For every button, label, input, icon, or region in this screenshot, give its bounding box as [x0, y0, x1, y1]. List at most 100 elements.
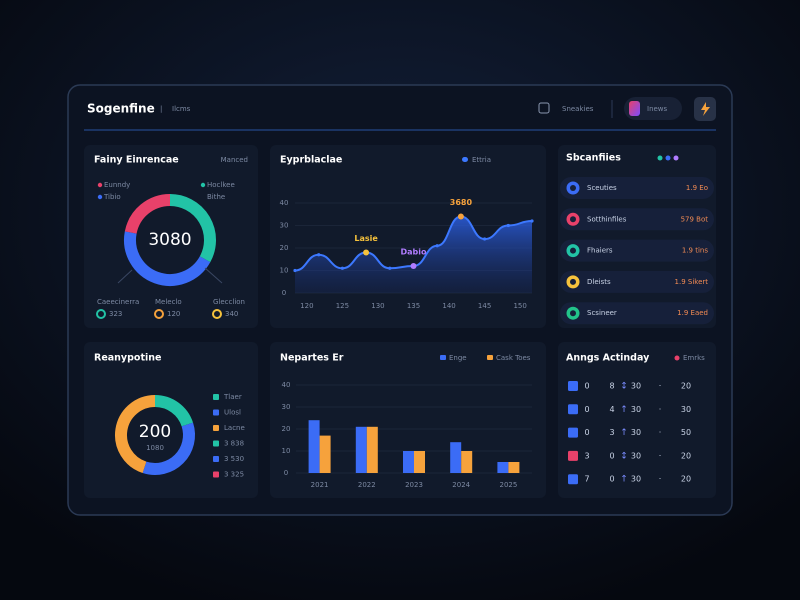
- source-row[interactable]: [560, 177, 714, 199]
- table-cell: ↕: [620, 382, 628, 392]
- card-title: Anngs Actinday: [566, 353, 650, 364]
- legend-label: Hoclkee: [207, 181, 235, 189]
- annotation: Lasie: [354, 234, 378, 243]
- user-name[interactable]: Inews: [647, 105, 668, 113]
- table-cell: 4: [609, 405, 614, 414]
- avatar: [629, 101, 640, 116]
- legend-dot: [97, 194, 103, 200]
- legend-dot: [665, 155, 671, 161]
- table-cell: 20: [681, 382, 691, 391]
- card-title: Eyprblaclae: [280, 155, 342, 166]
- legend-swatch: [213, 425, 219, 431]
- table-cell: 0: [609, 475, 614, 484]
- source-icon-inner: [570, 247, 576, 254]
- table-cell: 20: [681, 451, 691, 460]
- y-tick-label: 30: [280, 222, 289, 230]
- x-tick-label: 135: [407, 302, 420, 310]
- y-tick-label: 10: [282, 447, 291, 455]
- legend-swatch: [213, 409, 219, 416]
- legend-dot: [673, 155, 679, 161]
- bar: [308, 420, 320, 473]
- source-value: 1.9 Eaed: [677, 309, 708, 317]
- source-name: Sceuties: [587, 184, 617, 192]
- stat-icon: [154, 309, 164, 319]
- card-title: Fainy Einrencae: [94, 155, 179, 166]
- table-cell: 30: [631, 475, 641, 484]
- card-title: Sbcanfiies: [566, 153, 621, 164]
- x-tick-label: 2022: [358, 481, 376, 489]
- x-tick-label: 130: [371, 302, 384, 310]
- bar: [461, 451, 473, 473]
- stat-label: Glecclion: [213, 298, 245, 306]
- table-cell: ·: [659, 451, 662, 460]
- source-icon-inner: [570, 216, 576, 223]
- point: [506, 223, 510, 228]
- source-name: Sotthinfiles: [587, 215, 627, 223]
- table-cell: 0: [584, 382, 589, 391]
- source-icon-inner: [570, 278, 576, 285]
- table-cell: 8: [609, 382, 614, 391]
- source-row[interactable]: [560, 239, 714, 262]
- legend-swatch: [213, 456, 219, 462]
- donut-segment: [124, 231, 211, 286]
- table-cell: ·: [659, 428, 662, 437]
- point: [483, 237, 487, 241]
- stat-value: 340: [225, 310, 238, 318]
- source-value: 1.9 Eo: [686, 184, 708, 192]
- legend-swatch: [462, 157, 468, 162]
- bolt-icon: [701, 102, 710, 116]
- x-tick-label: 120: [300, 302, 313, 310]
- card-title: Reanypotine: [94, 353, 161, 364]
- point: [317, 253, 321, 257]
- stat-label: Meleclo: [155, 298, 182, 306]
- card: [270, 342, 546, 498]
- bar: [497, 462, 509, 473]
- source-row[interactable]: [560, 208, 714, 231]
- bar: [366, 426, 378, 473]
- x-tick-label: 2025: [499, 481, 517, 489]
- action-link[interactable]: Sneakies: [562, 105, 594, 113]
- donut-value: 3080: [148, 230, 191, 250]
- legend-label: 3 325: [224, 471, 244, 479]
- nav-link[interactable]: Ilcms: [172, 105, 191, 113]
- y-tick-label: 40: [280, 199, 289, 207]
- card-menu[interactable]: Manced: [221, 156, 248, 164]
- bar: [403, 451, 414, 473]
- row-icon: [568, 404, 578, 415]
- donut-segment: [142, 422, 195, 475]
- table-cell: ·: [659, 382, 662, 391]
- table-cell: 0: [584, 405, 589, 414]
- stat-value: 120: [167, 310, 180, 318]
- card: [558, 342, 716, 498]
- source-row[interactable]: [560, 270, 714, 293]
- legend-label: Enge: [449, 354, 467, 362]
- card: [84, 145, 258, 328]
- annotation: 3680: [450, 198, 473, 207]
- table-cell: ↑: [620, 475, 628, 485]
- leader: [117, 269, 133, 284]
- table-cell: ↑: [620, 428, 628, 438]
- table-cell: 30: [681, 405, 691, 414]
- y-tick-label: 0: [284, 469, 288, 477]
- source-row[interactable]: [560, 302, 714, 325]
- annotation: Dabio: [400, 248, 427, 257]
- x-tick-label: 2021: [311, 481, 329, 489]
- legend-swatch: [213, 394, 219, 400]
- icon[interactable]: [538, 102, 550, 114]
- source-name: Fhaiers: [587, 247, 613, 255]
- legend-dot: [97, 182, 103, 188]
- annotation-dot: [457, 213, 464, 220]
- table-cell: 30: [631, 451, 641, 460]
- table-cell: 7: [584, 475, 589, 484]
- table-cell: 3: [584, 451, 589, 460]
- stat-label: Caeecinerra: [97, 298, 139, 306]
- table-cell: ·: [659, 475, 662, 484]
- legend-label: Tibio: [103, 193, 121, 201]
- legend-dot: [657, 155, 663, 161]
- donut-subtitle: 1080: [146, 444, 164, 452]
- legend-label: 3 838: [224, 440, 244, 448]
- x-tick-label: 140: [442, 302, 455, 310]
- card: [558, 145, 716, 328]
